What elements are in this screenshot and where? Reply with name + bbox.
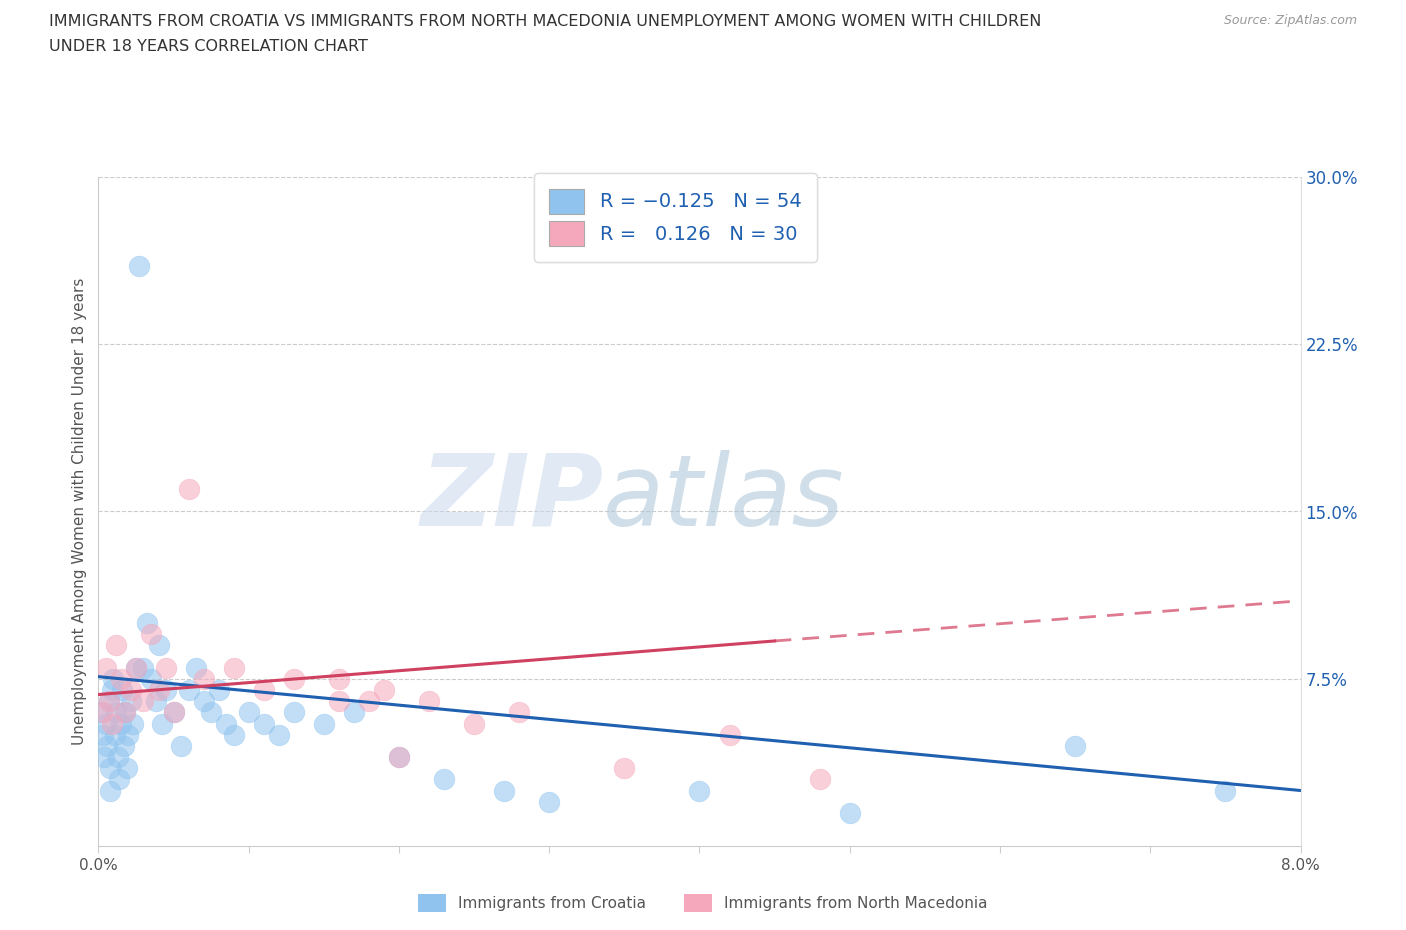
Point	[108, 772, 131, 787]
Point	[433, 772, 456, 787]
Point	[193, 694, 215, 709]
Point	[253, 716, 276, 731]
Point	[838, 805, 860, 820]
Point	[103, 671, 125, 686]
Point	[97, 694, 120, 709]
Point	[1064, 738, 1087, 753]
Text: atlas: atlas	[603, 449, 845, 547]
Point	[538, 794, 561, 809]
Point	[125, 660, 148, 675]
Text: ZIP: ZIP	[420, 449, 603, 547]
Point	[808, 772, 831, 787]
Point	[101, 716, 124, 731]
Point	[110, 671, 132, 686]
Point	[494, 783, 516, 798]
Point	[114, 705, 136, 720]
Point	[94, 660, 117, 675]
Point	[93, 750, 115, 764]
Point	[115, 761, 138, 776]
Point	[267, 727, 290, 742]
Legend: Immigrants from Croatia, Immigrants from North Macedonia: Immigrants from Croatia, Immigrants from…	[412, 888, 994, 918]
Point	[104, 727, 127, 742]
Point	[208, 683, 231, 698]
Point	[121, 694, 143, 709]
Point	[128, 259, 150, 273]
Point	[150, 716, 173, 731]
Point	[100, 761, 122, 776]
Point	[312, 716, 335, 731]
Point	[90, 705, 112, 720]
Point	[689, 783, 711, 798]
Point	[184, 660, 207, 675]
Point	[162, 705, 184, 720]
Point	[177, 683, 200, 698]
Point	[96, 738, 118, 753]
Point	[111, 683, 134, 698]
Y-axis label: Unemployment Among Women with Children Under 18 years: Unemployment Among Women with Children U…	[72, 278, 87, 745]
Point	[177, 482, 200, 497]
Point	[1215, 783, 1237, 798]
Point	[117, 727, 139, 742]
Point	[718, 727, 741, 742]
Point	[101, 683, 124, 698]
Point	[97, 694, 120, 709]
Point	[193, 671, 215, 686]
Point	[283, 705, 305, 720]
Point	[114, 705, 136, 720]
Point	[357, 694, 380, 709]
Point	[135, 616, 157, 631]
Point	[91, 727, 114, 742]
Point	[200, 705, 222, 720]
Point	[463, 716, 485, 731]
Point	[418, 694, 440, 709]
Point	[122, 716, 145, 731]
Point	[139, 671, 162, 686]
Point	[388, 750, 411, 764]
Text: IMMIGRANTS FROM CROATIA VS IMMIGRANTS FROM NORTH MACEDONIA UNEMPLOYMENT AMONG WO: IMMIGRANTS FROM CROATIA VS IMMIGRANTS FR…	[49, 14, 1042, 29]
Point	[508, 705, 530, 720]
Point	[132, 660, 155, 675]
Point	[100, 783, 122, 798]
Point	[148, 683, 170, 698]
Point	[222, 660, 245, 675]
Point	[94, 716, 117, 731]
Point	[253, 683, 276, 698]
Text: Source: ZipAtlas.com: Source: ZipAtlas.com	[1223, 14, 1357, 27]
Point	[283, 671, 305, 686]
Point	[222, 727, 245, 742]
Text: UNDER 18 YEARS CORRELATION CHART: UNDER 18 YEARS CORRELATION CHART	[49, 39, 368, 54]
Point	[328, 671, 350, 686]
Point	[170, 738, 193, 753]
Legend: R = −0.125   N = 54, R =   0.126   N = 30: R = −0.125 N = 54, R = 0.126 N = 30	[534, 173, 817, 262]
Point	[121, 683, 143, 698]
Point	[343, 705, 366, 720]
Point	[388, 750, 411, 764]
Point	[145, 694, 167, 709]
Point	[105, 705, 128, 720]
Point	[238, 705, 260, 720]
Point	[215, 716, 238, 731]
Point	[110, 716, 132, 731]
Point	[91, 705, 114, 720]
Point	[107, 750, 129, 764]
Point	[155, 683, 177, 698]
Point	[139, 627, 162, 642]
Point	[613, 761, 636, 776]
Point	[373, 683, 395, 698]
Point	[148, 638, 170, 653]
Point	[155, 660, 177, 675]
Point	[112, 738, 135, 753]
Point	[162, 705, 184, 720]
Point	[328, 694, 350, 709]
Point	[132, 694, 155, 709]
Point	[125, 660, 148, 675]
Point	[105, 638, 128, 653]
